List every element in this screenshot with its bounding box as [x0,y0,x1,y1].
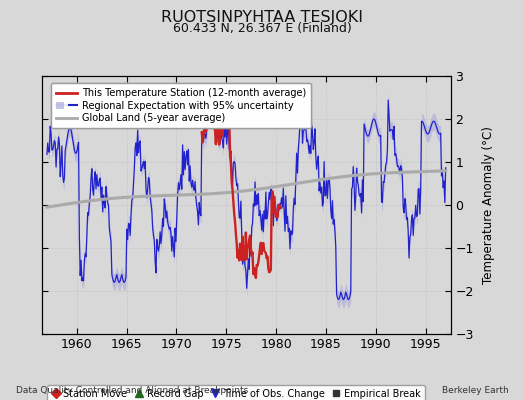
Y-axis label: Temperature Anomaly (°C): Temperature Anomaly (°C) [482,126,495,284]
Legend: Station Move, Record Gap, Time of Obs. Change, Empirical Break: Station Move, Record Gap, Time of Obs. C… [47,385,425,400]
Text: RUOTSINPYHTAA TESJOKI: RUOTSINPYHTAA TESJOKI [161,10,363,25]
Text: Data Quality Controlled and Aligned at Breakpoints: Data Quality Controlled and Aligned at B… [16,386,248,395]
Text: Berkeley Earth: Berkeley Earth [442,386,508,395]
Text: 60.433 N, 26.367 E (Finland): 60.433 N, 26.367 E (Finland) [172,22,352,35]
